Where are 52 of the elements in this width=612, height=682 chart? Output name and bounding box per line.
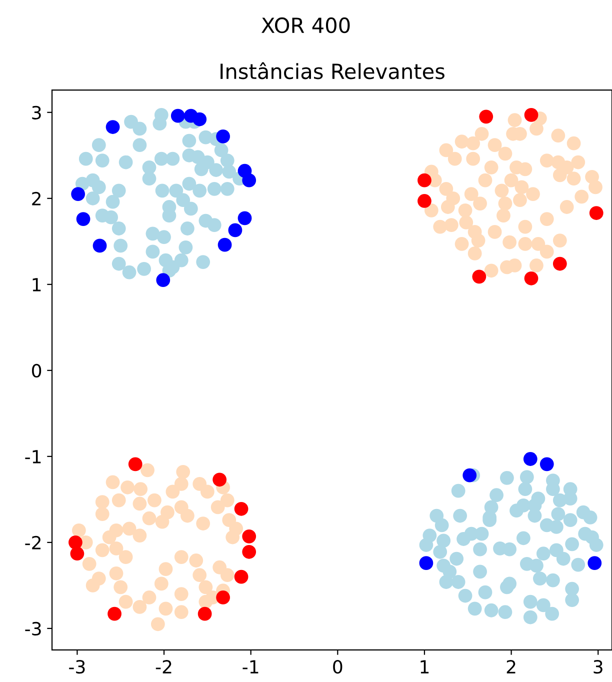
point [216,590,230,604]
point [552,256,567,271]
point [216,130,230,144]
x-tick-label: 1 [420,660,429,674]
point [524,108,538,122]
point [418,194,432,208]
point [589,206,604,220]
point [472,270,486,284]
point [218,238,232,252]
point [418,173,432,188]
y-tick-label: 0 [32,364,42,378]
point [524,271,538,286]
point [108,606,122,621]
point [212,472,227,487]
point [479,110,494,124]
y-tick-label: 2 [32,192,40,206]
point [588,556,602,570]
point [242,173,256,188]
point [170,108,185,123]
y-tick-label: -1 [25,450,41,464]
x-tick-label: 2 [506,660,516,674]
point [238,211,252,226]
point [234,570,248,584]
x-tick-label: -2 [156,660,172,674]
x-tick-label: 3 [594,660,602,674]
point [71,187,86,202]
point [76,212,90,226]
y-tick-label: 3 [32,106,41,120]
x-tick-label: 0 [333,660,342,674]
chart-title: XOR 400 [262,17,350,34]
point [242,544,256,559]
point [92,238,107,253]
point [198,606,212,621]
point [540,457,554,472]
point [419,556,434,570]
y-tick-label: -3 [25,622,41,636]
point [242,529,256,544]
point [228,223,242,238]
y-tick-label: -2 [25,536,40,550]
x-tick-label: -3 [69,660,85,674]
point [128,457,142,472]
point [68,535,82,550]
x-tick-label: -1 [242,660,258,674]
chart-subtitle: Instâncias Relevantes [220,62,444,80]
point [192,112,207,126]
point [106,120,120,134]
point [462,468,477,482]
point [234,502,248,516]
y-tick-label: 1 [32,278,41,292]
point [523,452,538,466]
point [156,273,170,288]
point [70,546,84,561]
